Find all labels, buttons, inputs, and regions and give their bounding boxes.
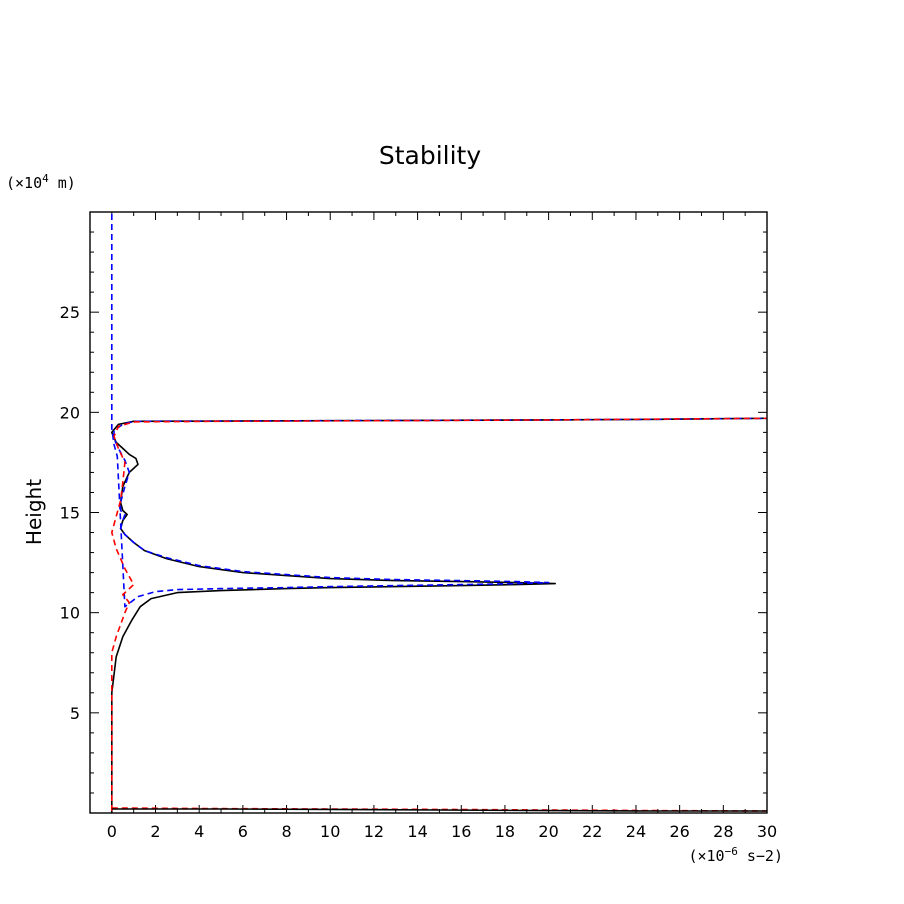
plot-frame — [89, 211, 768, 814]
axis-ticks — [89, 212, 768, 813]
x-tick-labels: 0 2 4 6 8 10 12 14 16 18 20 22 24 26 28 30 — [107, 822, 777, 841]
y-tick-labels: 5 10 15 20 25 — [60, 303, 80, 723]
y-tick-label: 15 — [60, 504, 80, 523]
x-unit-exponent: −6 — [725, 845, 738, 858]
x-unit-prefix: (×10 — [688, 847, 724, 865]
series-line-2 — [111, 214, 768, 608]
x-tick-label: 12 — [364, 822, 384, 841]
y-tick-label: 20 — [60, 403, 80, 422]
chart-title: Stability — [379, 141, 482, 170]
x-tick-label: 10 — [320, 822, 340, 841]
x-tick-label: 22 — [582, 822, 602, 841]
y-unit-prefix: (×10 — [6, 174, 42, 192]
x-tick-label: 8 — [281, 822, 291, 841]
series-line-3 — [111, 417, 768, 811]
series-line-1 — [111, 417, 768, 813]
x-tick-label: 20 — [538, 822, 558, 841]
x-tick-label: 30 — [757, 822, 777, 841]
x-tick-label: 28 — [713, 822, 733, 841]
x-tick-label: 6 — [238, 822, 248, 841]
x-tick-label: 26 — [669, 822, 689, 841]
y-unit-exponent: 4 — [42, 172, 49, 185]
x-tick-label: 14 — [407, 822, 427, 841]
x-tick-label: 4 — [194, 822, 204, 841]
y-unit-label: (×104 m) — [6, 172, 76, 192]
x-tick-label: 24 — [626, 822, 646, 841]
y-tick-label: 25 — [60, 303, 80, 322]
x-tick-label: 0 — [107, 822, 117, 841]
x-unit-suffix: s−2) — [738, 847, 783, 865]
series-line-5 — [111, 808, 767, 812]
series-lines — [111, 214, 768, 813]
y-axis-title: Height — [22, 479, 46, 545]
y-tick-label: 10 — [60, 604, 80, 623]
x-tick-label: 2 — [150, 822, 160, 841]
x-unit-label: (×10−6 s−2) — [688, 845, 783, 865]
y-tick-label: 5 — [70, 704, 80, 723]
x-tick-label: 18 — [495, 822, 515, 841]
y-unit-suffix: m) — [49, 174, 76, 192]
x-tick-label: 16 — [451, 822, 471, 841]
